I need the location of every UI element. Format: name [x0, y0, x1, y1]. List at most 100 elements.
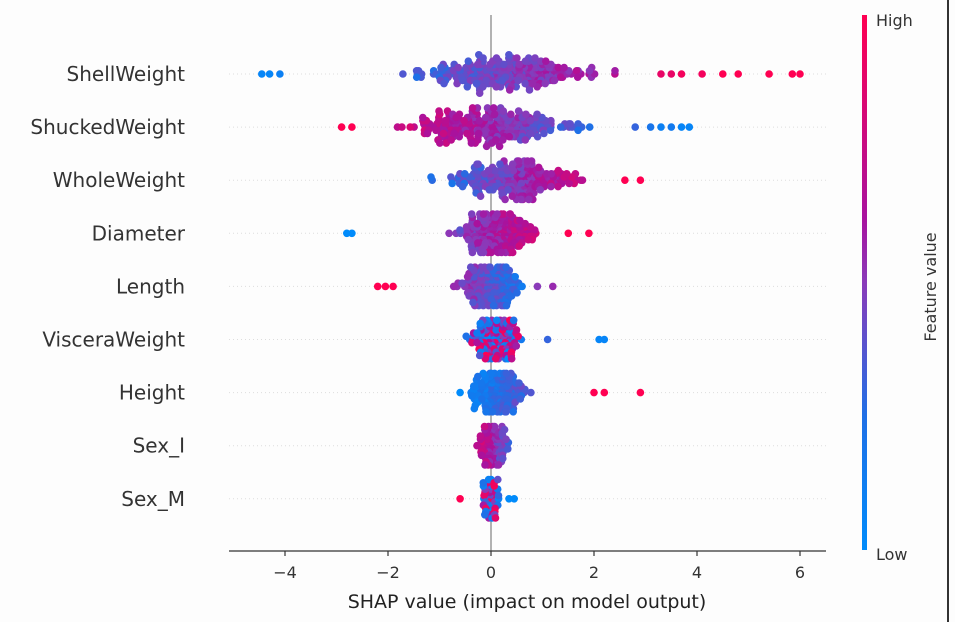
shap-point — [734, 70, 742, 78]
shap-point — [481, 461, 489, 469]
shap-point — [456, 495, 464, 503]
shap-point — [381, 282, 390, 291]
shap-point — [504, 445, 512, 453]
shap-point — [476, 432, 485, 440]
shap-point — [516, 395, 525, 403]
feature-row-WholeWeight — [427, 157, 645, 204]
shap-point — [474, 372, 482, 381]
shap-point — [508, 248, 517, 257]
shap-point — [470, 404, 479, 413]
shap-point — [677, 70, 686, 78]
shap-point — [491, 514, 500, 522]
shap-point — [468, 104, 477, 112]
shap-point — [499, 136, 507, 144]
shap-point — [348, 229, 356, 238]
shap-point — [514, 107, 523, 115]
feature-label: Diameter — [92, 221, 186, 245]
shap-point — [490, 110, 499, 119]
shap-point — [373, 282, 382, 291]
shap-point — [502, 263, 510, 272]
shap-point — [510, 495, 518, 503]
shap-point — [512, 326, 521, 334]
shap-point — [547, 116, 555, 125]
shap-point — [475, 116, 484, 125]
shap-point — [512, 342, 521, 350]
shap-point — [667, 70, 676, 78]
shap-point — [462, 332, 471, 341]
shap-point — [554, 63, 563, 72]
shap-point — [472, 79, 481, 88]
shap-point — [533, 282, 542, 291]
shap-point — [636, 388, 645, 397]
window-border — [947, 0, 949, 622]
shap-point — [788, 70, 797, 78]
shap-point — [475, 89, 484, 97]
shap-point — [493, 316, 501, 325]
shap-point — [492, 136, 500, 144]
shap-point — [540, 129, 548, 138]
shap-point — [522, 110, 530, 119]
shap-point — [533, 110, 541, 119]
shap-point — [458, 279, 466, 288]
shap-point — [479, 248, 488, 257]
shap-point — [499, 107, 508, 115]
shap-point — [467, 210, 476, 218]
shap-point — [389, 282, 397, 291]
shap-point — [499, 454, 507, 463]
shap-point — [479, 479, 488, 487]
shap-point — [460, 170, 469, 178]
shap-point — [528, 79, 537, 88]
shap-point — [521, 136, 530, 144]
shap-point — [463, 129, 471, 138]
shap-point — [447, 136, 456, 144]
shap-point — [585, 123, 594, 131]
shap-point — [631, 123, 639, 131]
shap-point — [479, 54, 487, 62]
shap-point — [258, 70, 266, 78]
shap-point — [506, 210, 515, 218]
shap-point — [526, 129, 535, 138]
shap-point — [657, 123, 665, 131]
shap-point — [494, 461, 503, 469]
shap-point — [657, 70, 665, 78]
shap-point — [459, 76, 467, 85]
shap-point — [498, 76, 506, 85]
shap-point — [473, 60, 482, 69]
shap-point — [498, 189, 506, 197]
colorbar — [862, 15, 867, 550]
shap-point — [414, 67, 423, 75]
shap-point — [554, 166, 563, 175]
shap-point — [474, 239, 482, 247]
shap-point — [494, 491, 503, 500]
shap-point — [473, 338, 481, 347]
shap-point — [489, 301, 498, 310]
shap-point — [491, 354, 500, 363]
shap-point — [513, 54, 521, 62]
shap-point — [500, 425, 509, 434]
shap-point — [473, 219, 482, 228]
shap-point — [479, 210, 488, 218]
feature-row-Sex_M — [456, 475, 518, 522]
dots-layer — [258, 51, 804, 522]
shap-point — [564, 229, 573, 238]
shap-point — [452, 113, 461, 122]
shap-point — [667, 123, 676, 131]
shap-point — [502, 408, 510, 416]
shap-point — [543, 335, 552, 344]
shap-point — [507, 354, 516, 363]
shap-point — [574, 126, 582, 135]
shap-point — [475, 351, 484, 360]
shap-point — [458, 182, 467, 191]
shap-point — [549, 282, 557, 291]
shap-point — [453, 79, 461, 88]
shap-point — [447, 173, 455, 181]
shap-point — [565, 179, 573, 188]
shap-point — [490, 422, 499, 431]
shap-point — [508, 192, 516, 200]
shap-point — [491, 166, 499, 175]
shap-point — [456, 226, 464, 234]
shap-point — [574, 120, 582, 128]
shap-point — [507, 110, 515, 119]
shap-point — [514, 157, 523, 165]
shap-point — [509, 408, 517, 416]
